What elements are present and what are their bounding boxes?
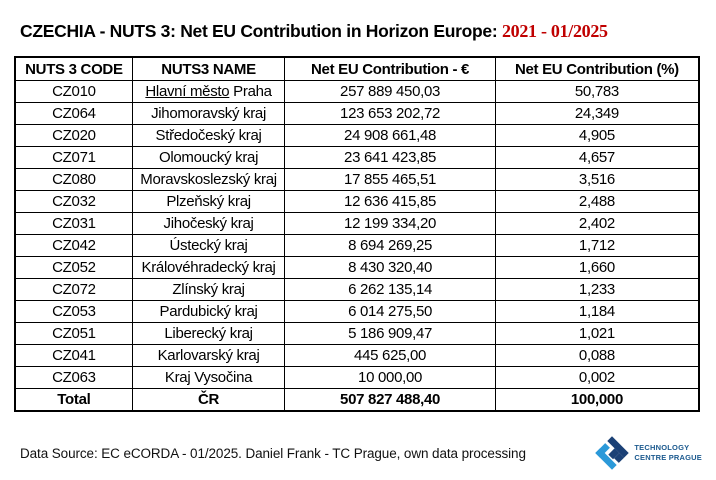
- cell-nuts3-code: CZ052: [14, 256, 133, 279]
- table-row: CZ072 Zlínský kraj 6 262 135,14 1,233: [14, 278, 700, 301]
- cell-contribution-pct: 4,905: [494, 124, 700, 147]
- cell-contribution-eur: 445 625,00: [284, 344, 496, 367]
- cell-contribution-eur: 17 855 465,51: [284, 168, 496, 191]
- cell-nuts3-name: Plzeňský kraj: [131, 190, 286, 213]
- cell-contribution-pct: 4,657: [494, 146, 700, 169]
- cell-contribution-eur: 24 908 661,48: [284, 124, 496, 147]
- cell-contribution-pct: 1,184: [494, 300, 700, 323]
- cell-contribution-eur: 6 014 275,50: [284, 300, 496, 323]
- total-pct-cell: 100,000: [494, 388, 700, 412]
- cell-nuts3-name: Středočeský kraj: [131, 124, 286, 147]
- header-nuts3-name: NUTS3 NAME: [131, 56, 286, 81]
- cell-nuts3-code: CZ064: [14, 102, 133, 125]
- page-title-period: 2021 - 01/2025: [501, 21, 608, 41]
- cell-contribution-eur: 8 430 320,40: [284, 256, 496, 279]
- table-header-row: NUTS 3 CODE NUTS3 NAME Net EU Contributi…: [14, 56, 700, 81]
- header-contribution-eur: Net EU Contribution - €: [284, 56, 496, 81]
- cell-contribution-pct: 1,021: [494, 322, 700, 345]
- table-row: CZ020 Středočeský kraj 24 908 661,48 4,905: [14, 124, 700, 147]
- cell-nuts3-code: CZ063: [14, 366, 133, 389]
- page-title-main: CZECHIA - NUTS 3: Net EU Contribution in…: [20, 21, 502, 41]
- cell-contribution-pct: 3,516: [494, 168, 700, 191]
- logo-wordmark: TECHNOLOGY CENTRE PRAGUE: [634, 443, 702, 463]
- cell-nuts3-code: CZ031: [14, 212, 133, 235]
- table-row: CZ041 Karlovarský kraj 445 625,00 0,088: [14, 344, 700, 367]
- cell-nuts3-code: CZ020: [14, 124, 133, 147]
- total-label-cell: Total: [14, 388, 133, 412]
- table-row: CZ063 Kraj Vysočina 10 000,00 0,002: [14, 366, 700, 389]
- cell-nuts3-name: Pardubický kraj: [131, 300, 286, 323]
- underlined-name-part: Hlavní město: [145, 83, 230, 100]
- cell-contribution-pct: 1,712: [494, 234, 700, 257]
- cell-nuts3-name: Královéhradecký kraj: [131, 256, 286, 279]
- header-nuts3-code: NUTS 3 CODE: [14, 56, 133, 81]
- table-row: CZ042 Ústecký kraj 8 694 269,25 1,712: [14, 234, 700, 257]
- cell-contribution-eur: 12 199 334,20: [284, 212, 496, 235]
- cell-contribution-eur: 257 889 450,03: [284, 80, 496, 103]
- cell-nuts3-code: CZ080: [14, 168, 133, 191]
- table-row: CZ010 Hlavní město Praha 257 889 450,03 50,…: [14, 80, 700, 103]
- cell-nuts3-code: CZ032: [14, 190, 133, 213]
- header-contribution-pct: Net EU Contribution (%): [494, 56, 700, 81]
- technology-centre-prague-logo: TECHNOLOGY CENTRE PRAGUE: [595, 436, 702, 470]
- total-name-cell: ČR: [131, 388, 286, 412]
- cell-nuts3-name: Karlovarský kraj: [131, 344, 286, 367]
- cell-nuts3-name: Kraj Vysočina: [131, 366, 286, 389]
- cell-nuts3-code: CZ010: [14, 80, 133, 103]
- cell-contribution-eur: 12 636 415,85: [284, 190, 496, 213]
- cell-contribution-pct: 50,783: [494, 80, 700, 103]
- cell-contribution-pct: 0,002: [494, 366, 700, 389]
- cell-contribution-eur: 23 641 423,85: [284, 146, 496, 169]
- table-row: CZ053 Pardubický kraj 6 014 275,50 1,184: [14, 300, 700, 323]
- cell-nuts3-name: Jihomoravský kraj: [131, 102, 286, 125]
- cell-contribution-pct: 2,488: [494, 190, 700, 213]
- cell-nuts3-name: Olomoucký kraj: [131, 146, 286, 169]
- table-row: CZ051 Liberecký kraj 5 186 909,47 1,021: [14, 322, 700, 345]
- cell-contribution-pct: 1,660: [494, 256, 700, 279]
- total-eur-cell: 507 827 488,40: [284, 388, 496, 412]
- cell-nuts3-code: CZ042: [14, 234, 133, 257]
- page-title: CZECHIA - NUTS 3: Net EU Contribution in…: [20, 21, 716, 42]
- cell-nuts3-code: CZ041: [14, 344, 133, 367]
- cell-nuts3-code: CZ071: [14, 146, 133, 169]
- cell-nuts3-name: Jihočeský kraj: [131, 212, 286, 235]
- cell-contribution-pct: 24,349: [494, 102, 700, 125]
- cell-contribution-eur: 8 694 269,25: [284, 234, 496, 257]
- table-row: CZ080 Moravskoslezský kraj 17 855 465,51 3,…: [14, 168, 700, 191]
- logo-line-1: TECHNOLOGY: [634, 443, 690, 453]
- nuts3-contribution-table: NUTS 3 CODE NUTS3 NAME Net EU Contributi…: [14, 56, 700, 412]
- table-body: CZ010 Hlavní město Praha 257 889 450,03 50,…: [14, 80, 700, 389]
- cell-nuts3-code: CZ053: [14, 300, 133, 323]
- cell-nuts3-name: Hlavní město Praha: [131, 80, 286, 103]
- table-row: CZ032 Plzeňský kraj 12 636 415,85 2,488: [14, 190, 700, 213]
- data-source-note: Data Source: EC eCORDA - 01/2025. Daniel…: [20, 445, 526, 461]
- cell-contribution-pct: 1,233: [494, 278, 700, 301]
- cell-nuts3-name: Liberecký kraj: [131, 322, 286, 345]
- footer: Data Source: EC eCORDA - 01/2025. Daniel…: [20, 436, 702, 470]
- cell-contribution-eur: 6 262 135,14: [284, 278, 496, 301]
- cell-contribution-eur: 123 653 202,72: [284, 102, 496, 125]
- cell-contribution-pct: 2,402: [494, 212, 700, 235]
- table-total-row: Total ČR 507 827 488,40 100,000: [14, 388, 700, 412]
- cell-contribution-pct: 0,088: [494, 344, 700, 367]
- cell-nuts3-name: Ústecký kraj: [131, 234, 286, 257]
- logo-line-2: CENTRE PRAGUE: [634, 453, 702, 462]
- cell-nuts3-code: CZ072: [14, 278, 133, 301]
- table-row: CZ064 Jihomoravský kraj 123 653 202,72 24,3…: [14, 102, 700, 125]
- table-row: CZ052 Královéhradecký kraj 8 430 320,40 1,6…: [14, 256, 700, 279]
- table-row: CZ071 Olomoucký kraj 23 641 423,85 4,657: [14, 146, 700, 169]
- cell-nuts3-name: Zlínský kraj: [131, 278, 286, 301]
- cell-nuts3-code: CZ051: [14, 322, 133, 345]
- tc-prague-diamond-icon: [595, 436, 630, 470]
- cell-contribution-eur: 5 186 909,47: [284, 322, 496, 345]
- cell-contribution-eur: 10 000,00: [284, 366, 496, 389]
- table-row: CZ031 Jihočeský kraj 12 199 334,20 2,402: [14, 212, 700, 235]
- cell-nuts3-name: Moravskoslezský kraj: [131, 168, 286, 191]
